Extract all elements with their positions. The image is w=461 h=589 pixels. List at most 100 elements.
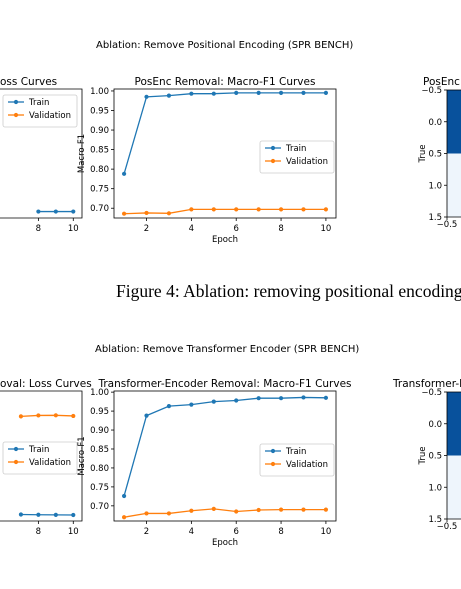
legend-marker xyxy=(13,99,19,105)
data-point-validation xyxy=(278,207,284,212)
series-line-train xyxy=(20,513,74,516)
data-point-validation xyxy=(189,508,194,513)
data-point-train xyxy=(256,90,261,96)
data-point-validation xyxy=(256,507,261,513)
data-point-train xyxy=(323,90,329,96)
x-tick-label: 10 xyxy=(320,224,331,234)
data-point-validation xyxy=(323,507,329,512)
heatmap-cell xyxy=(447,153,461,217)
legend-label-train: Train xyxy=(28,445,49,455)
y-tick-label: 1.5 xyxy=(428,515,442,525)
data-point-train xyxy=(301,90,306,96)
y-axis-label: Macro-F1 xyxy=(77,134,87,173)
y-tick-label: 1.00 xyxy=(90,87,109,97)
y-axis-label: Macro-F1 xyxy=(77,436,87,475)
legend-marker xyxy=(13,112,19,118)
chart-title: Transformer-Encoder Removal: Macro-F1 Cu… xyxy=(97,378,351,390)
data-point-train xyxy=(211,399,216,404)
y-tick-label: 0.0 xyxy=(428,420,442,430)
line-chart-0: oss Curves 8 10 Train Validation xyxy=(0,76,83,234)
data-point-validation xyxy=(18,414,24,419)
y-tick-label: 0.90 xyxy=(90,426,109,436)
data-point-train xyxy=(234,90,239,96)
legend-label-train: Train xyxy=(28,98,49,108)
data-point-validation xyxy=(144,210,149,216)
chart-title: PosEnc Removal: Macro-F1 Curves xyxy=(135,76,316,88)
y-tick-label: −0.5 xyxy=(421,86,442,96)
data-point-train xyxy=(278,90,284,96)
data-point-validation xyxy=(211,506,216,511)
legend-marker xyxy=(13,446,19,452)
x-tick-label: 4 xyxy=(189,527,194,537)
x-tick-label: 8 xyxy=(36,224,41,234)
legend-box xyxy=(259,140,335,174)
data-point-train xyxy=(18,512,24,517)
legend-box xyxy=(2,441,78,475)
data-point-train xyxy=(71,209,76,214)
y-tick-label: −0.5 xyxy=(421,388,442,398)
y-tick-label: 0.5 xyxy=(428,150,442,160)
x-tick-label: 2 xyxy=(144,527,149,537)
data-point-validation xyxy=(234,509,239,514)
data-point-train xyxy=(189,91,194,96)
series-line-validation xyxy=(123,508,326,518)
legend-box xyxy=(2,94,78,128)
data-point-validation xyxy=(189,207,194,212)
data-point-train xyxy=(256,396,261,401)
line-chart-3: Transformer-Encoder Removal: Macro-F1 Cu… xyxy=(77,378,352,548)
legend-label-validation: Validation xyxy=(286,460,328,470)
y-tick-label: 1.0 xyxy=(428,483,442,493)
chart-title: oval: Loss Curves xyxy=(0,378,92,390)
data-point-validation xyxy=(121,515,127,520)
data-point-train xyxy=(53,512,58,517)
data-point-validation xyxy=(166,211,172,216)
heatmap-cell xyxy=(447,455,461,519)
x-axis-label: Epoch xyxy=(212,235,238,245)
data-point-validation xyxy=(121,211,127,216)
heatmap-cell xyxy=(447,392,461,456)
axes-frame xyxy=(0,390,83,522)
legend-marker xyxy=(270,448,276,454)
data-point-validation xyxy=(53,413,58,418)
x-tick-label: 6 xyxy=(234,224,239,234)
data-point-train xyxy=(211,91,216,96)
chart-title: oss Curves xyxy=(0,76,57,88)
data-point-validation xyxy=(278,507,284,512)
figure-caption: Figure 4: Ablation: removing positional … xyxy=(116,281,461,301)
data-point-train xyxy=(166,93,172,98)
figure-bottom-suptitle: Ablation: Remove Transformer Encoder (SP… xyxy=(95,344,360,355)
y-tick-label: 1.0 xyxy=(428,181,442,191)
y-tick-label: 0.70 xyxy=(90,204,109,214)
y-tick-label: 0.5 xyxy=(428,452,442,462)
data-point-validation xyxy=(166,511,172,516)
data-point-train xyxy=(301,395,306,400)
data-point-train xyxy=(71,512,76,518)
axes-frame xyxy=(113,88,337,219)
x-tick-label: 8 xyxy=(278,527,283,537)
data-point-train xyxy=(189,402,194,407)
y-tick-label: 0.80 xyxy=(90,165,109,175)
legend-label-validation: Validation xyxy=(286,157,328,167)
y-tick-label: 1.5 xyxy=(428,213,442,223)
line-chart-1: PosEnc Removal: Macro-F1 Curves 2 4 6 8 10 0.7… xyxy=(77,76,337,245)
data-point-validation xyxy=(301,507,306,512)
legend-label-train: Train xyxy=(285,447,306,457)
x-tick-label: 10 xyxy=(68,224,79,234)
data-point-train xyxy=(278,396,284,401)
legend-label-train: Train xyxy=(285,144,306,154)
data-point-validation xyxy=(36,413,41,418)
x-tick-label: 4 xyxy=(189,224,194,234)
figure-top-suptitle: Ablation: Remove Positional Encoding (SP… xyxy=(96,40,354,51)
legend-label-validation: Validation xyxy=(29,111,71,121)
y-tick-label: 0.85 xyxy=(90,445,109,455)
line-chart-2: oval: Loss Curves 8 10 Train Validation xyxy=(0,378,92,537)
data-point-train xyxy=(121,493,127,499)
legend-marker xyxy=(13,459,19,465)
y-tick-label: 0.80 xyxy=(90,464,109,474)
legend-marker xyxy=(270,461,276,467)
x-tick-label: 2 xyxy=(144,224,149,234)
x-tick-label: 10 xyxy=(320,527,331,537)
